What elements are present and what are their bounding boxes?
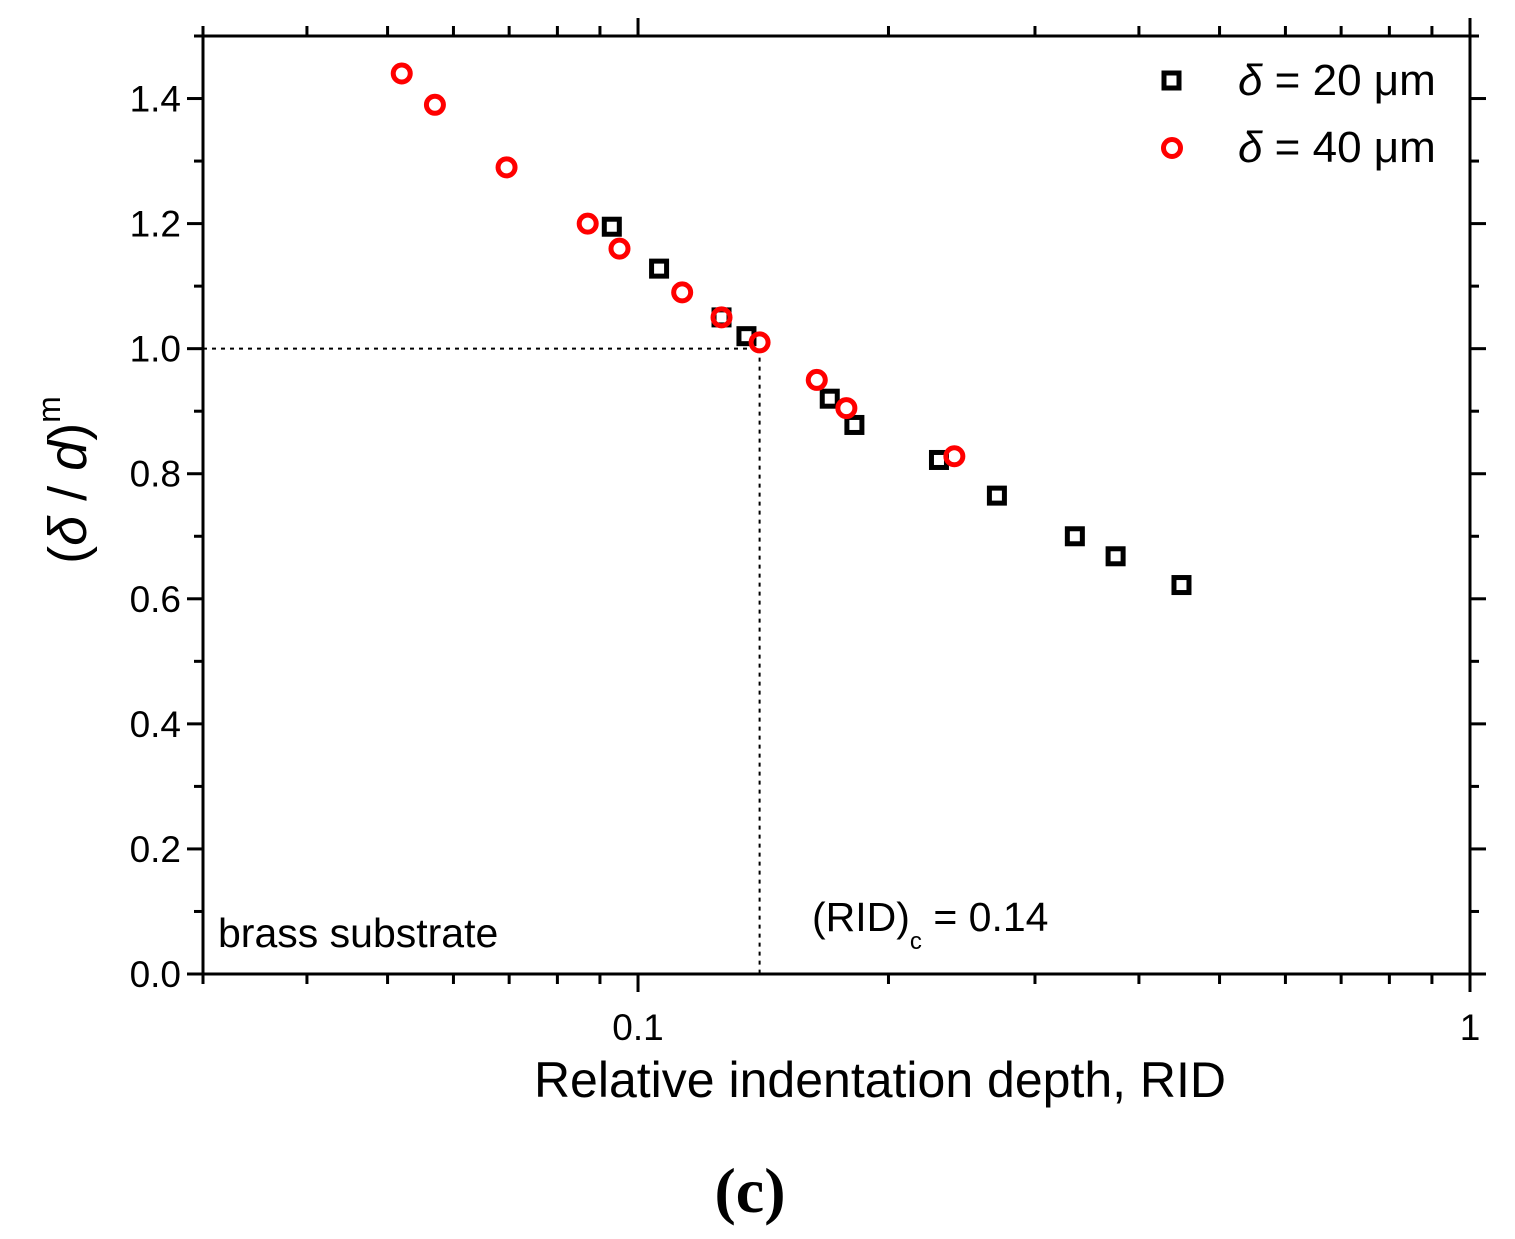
legend-entry-1: δ = 20 μm [1238, 56, 1436, 105]
data-point-circle [710, 306, 733, 329]
y-tick-label: 0.6 [130, 579, 181, 620]
figure-caption: (c) [714, 1155, 785, 1226]
legend-entry-1-text: = 20 μm [1262, 56, 1435, 105]
annotation-critical-sub: c [910, 928, 922, 955]
y-title-delta: δ [38, 515, 98, 546]
x-tick-label: 1 [1460, 1007, 1481, 1048]
data-point-circle [608, 237, 631, 260]
x-tick-label: 0.1 [612, 1007, 663, 1048]
annotation-critical-main: (RID) [812, 894, 910, 940]
y-title-open: ( [38, 546, 98, 564]
data-point-square [649, 258, 670, 279]
data-point-square [986, 485, 1007, 506]
x-axis-ticks: 0.1 1 [201, 18, 1481, 1048]
annotation-substrate: brass substrate [218, 910, 498, 956]
y-tick-label: 1.0 [130, 329, 181, 370]
series-delta-40 [390, 62, 966, 468]
data-point-circle [423, 93, 446, 116]
y-tick-label: 0.2 [130, 829, 181, 870]
data-point-square [1105, 546, 1126, 567]
annotation-critical-rid: (RID)c = 0.14 [812, 894, 1048, 955]
data-point-circle [576, 212, 599, 235]
legend-marker-square [1161, 70, 1182, 91]
y-title-close: ) [38, 423, 98, 441]
y-title-slash: / [38, 471, 98, 516]
data-point-circle [943, 445, 966, 468]
y-tick-label: 1.2 [130, 204, 181, 245]
y-tick-label: 0.0 [130, 954, 181, 995]
data-point-square [819, 388, 840, 409]
data-point-circle [835, 397, 858, 420]
annotation-critical-rest: = 0.14 [922, 894, 1049, 940]
data-point-circle [671, 281, 694, 304]
data-point-square [1171, 575, 1192, 596]
data-point-square [601, 216, 622, 237]
plot-frame [201, 34, 1472, 976]
y-tick-label: 1.4 [130, 79, 181, 120]
y-axis-title: (δ / d)m [31, 396, 98, 564]
data-point-circle [495, 156, 518, 179]
legend-entry-2-text: = 40 μm [1262, 123, 1435, 172]
x-axis-title: Relative indentation depth, RID [534, 1052, 1226, 1108]
data-point-circle [805, 368, 828, 391]
legend-entry-2: δ = 40 μm [1238, 123, 1436, 172]
y-axis-ticks: 0.0 0.2 0.4 0.6 0.8 1.0 1.2 1.4 [130, 34, 1486, 995]
legend-entry-1-symbol: δ [1238, 56, 1263, 105]
legend: δ = 20 μm δ = 40 μm [1161, 56, 1436, 172]
y-title-sup: m [31, 396, 67, 423]
data-point-circle [390, 62, 413, 85]
series-delta-20 [601, 216, 1192, 596]
y-title-d: d [38, 439, 98, 471]
data-point-circle [748, 331, 771, 354]
y-tick-label: 0.4 [130, 704, 181, 745]
y-tick-label: 0.8 [130, 454, 181, 495]
legend-marker-circle [1161, 137, 1183, 159]
data-point-square [844, 414, 865, 435]
legend-entry-2-symbol: δ [1238, 123, 1263, 172]
data-point-square [1064, 526, 1085, 547]
